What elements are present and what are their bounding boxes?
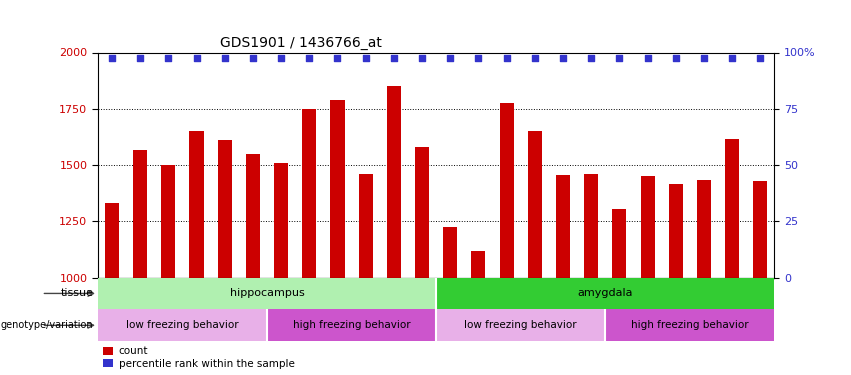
Bar [302,109,317,278]
Point [274,55,288,61]
Bar [267,309,437,341]
Point [443,55,457,61]
Bar [669,184,683,278]
Bar [190,131,203,278]
Text: low freezing behavior: low freezing behavior [465,320,577,330]
Bar [605,309,774,341]
Point [331,55,345,61]
Legend: count, percentile rank within the sample: count, percentile rank within the sample [103,346,294,369]
Bar [528,131,542,278]
Point [471,55,485,61]
Bar [437,278,774,309]
Bar [218,140,231,278]
Bar [415,147,429,278]
Bar [753,181,768,278]
Bar [725,139,740,278]
Point [669,55,683,61]
Point [218,55,231,61]
Text: genotype/variation: genotype/variation [1,320,94,330]
Point [246,55,260,61]
Bar [613,209,626,278]
Point [613,55,626,61]
Point [585,55,598,61]
Bar [556,175,570,278]
Point [162,55,175,61]
Bar [471,251,485,278]
Text: amygdala: amygdala [578,288,633,298]
Point [753,55,767,61]
Bar [641,176,654,278]
Point [106,55,119,61]
Bar [98,278,437,309]
Point [190,55,203,61]
Bar [162,165,175,278]
Bar [500,103,514,278]
Point [302,55,316,61]
Bar [697,180,711,278]
Bar [584,174,598,278]
Bar [98,309,267,341]
Text: high freezing behavior: high freezing behavior [631,320,749,330]
Text: tissue: tissue [60,288,94,298]
Point [697,55,711,61]
Bar [358,174,373,278]
Text: high freezing behavior: high freezing behavior [293,320,410,330]
Bar [437,309,605,341]
Point [415,55,429,61]
Point [387,55,401,61]
Bar [330,100,345,278]
Text: GDS1901 / 1436766_at: GDS1901 / 1436766_at [220,36,381,50]
Bar [274,163,288,278]
Text: low freezing behavior: low freezing behavior [126,320,239,330]
Bar [105,203,119,278]
Bar [443,227,457,278]
Bar [387,86,401,278]
Point [641,55,654,61]
Text: hippocampus: hippocampus [230,288,305,298]
Point [557,55,570,61]
Bar [246,154,260,278]
Point [134,55,147,61]
Point [500,55,513,61]
Bar [133,150,147,278]
Point [528,55,541,61]
Point [359,55,373,61]
Point [725,55,739,61]
